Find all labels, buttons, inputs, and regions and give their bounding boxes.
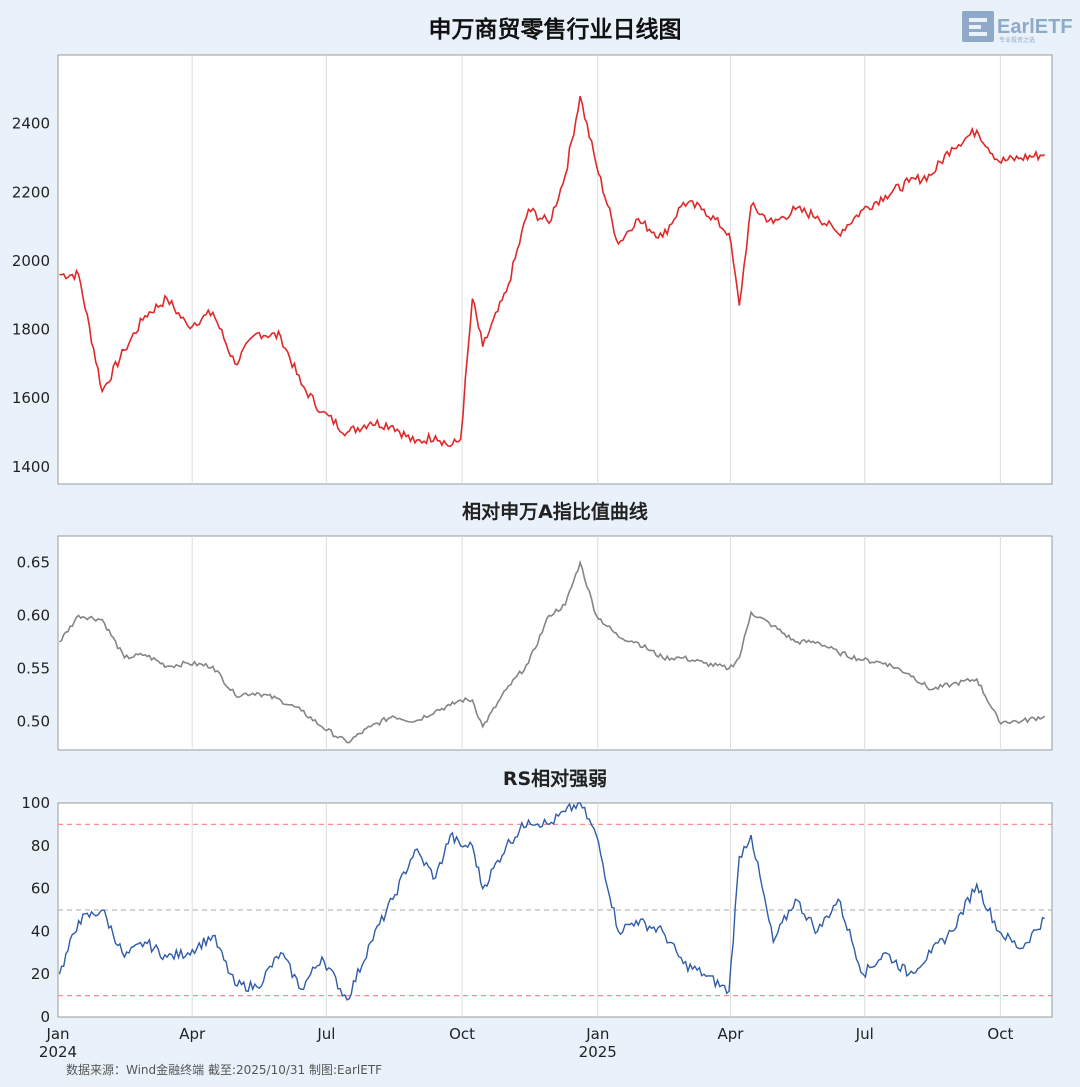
ratio-plot-area	[57, 535, 1053, 751]
main-title: 申万商贸零售行业日线图	[429, 16, 682, 43]
ratio-title: 相对申万A指比值曲线	[462, 500, 648, 523]
price-y-ticks: 1400 1600 1800 2000 2200 2400	[12, 115, 50, 476]
price-gridlines	[191, 55, 1001, 484]
rs-line	[58, 802, 1045, 1001]
rs-title: RS相对强弱	[503, 767, 607, 790]
source-note: 数据来源：Wind金融终端 截至:2025/10/31 制图:EarlETF	[66, 1062, 382, 1077]
logo-tagline: 专业投资之选	[999, 36, 1035, 44]
price-y-tick-label: 1800	[12, 321, 50, 339]
ratio-y-tick-label: 0.50	[17, 712, 50, 730]
rs-gridlines	[191, 803, 1001, 1017]
x-tick-label: Jul	[316, 1025, 335, 1043]
x-tick-label: Jul	[855, 1025, 874, 1043]
rs-y-ticks: 0 20 40 60 80 100	[21, 794, 50, 1026]
x-tick-label: Oct	[449, 1025, 475, 1043]
ratio-y-ticks: 0.50 0.55 0.60 0.65	[17, 553, 50, 730]
ratio-y-tick-label: 0.65	[17, 553, 50, 571]
ratio-y-tick-label: 0.60	[17, 606, 50, 624]
rs-y-tick-label: 80	[31, 837, 50, 855]
rs-y-tick-label: 60	[31, 880, 50, 898]
rs-y-tick-label: 40	[31, 922, 50, 940]
earletf-logo: EarlETF 专业投资之选	[962, 11, 1073, 44]
price-y-tick-label: 2000	[12, 252, 50, 270]
price-line	[59, 95, 1045, 448]
x-tick-label: Oct	[987, 1025, 1013, 1043]
x-tick-year: 2025	[579, 1043, 617, 1061]
price-y-tick-label: 2200	[12, 183, 50, 201]
rs-y-tick-label: 0	[40, 1008, 50, 1026]
rs-y-tick-label: 100	[21, 794, 50, 812]
x-tick-year: 2024	[39, 1043, 77, 1061]
ratio-line	[59, 559, 1046, 744]
price-y-tick-label: 2400	[12, 115, 50, 133]
ratio-y-tick-label: 0.55	[17, 659, 50, 677]
rs-reference-lines	[58, 823, 1052, 997]
price-plot-area	[57, 54, 1053, 485]
price-y-tick-label: 1600	[12, 389, 50, 407]
x-tick-label: Jan	[45, 1025, 69, 1043]
price-y-tick-label: 1400	[12, 458, 50, 476]
ratio-gridlines	[191, 536, 1001, 750]
x-tick-label: Apr	[718, 1025, 745, 1043]
rs-y-tick-label: 20	[31, 965, 50, 983]
logo-text: EarlETF	[997, 16, 1073, 38]
x-tick-label: Jan	[585, 1025, 609, 1043]
x-tick-label: Apr	[179, 1025, 206, 1043]
